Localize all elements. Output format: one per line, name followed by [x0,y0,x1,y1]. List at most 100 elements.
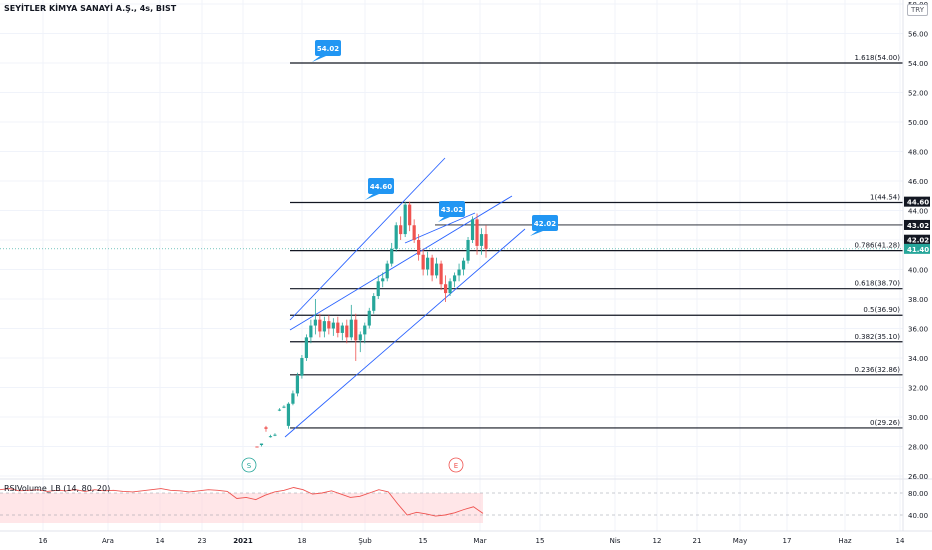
time-tick-label: May [733,537,747,545]
price-tick-label: 50.00 [908,119,928,127]
fib-level-label: 1(44.54) [870,194,900,202]
price-tick-label: 40.00 [908,267,928,275]
candle-body [264,427,268,429]
price-axis[interactable]: 26.00 28.00 30.00 32.00 34.00 36.00 38.00 40.00… [902,0,930,531]
candle-body [426,257,430,270]
candle-body [259,443,264,446]
time-tick-label: 15 [536,537,545,545]
candle-body [340,325,344,333]
callout-label: 43.02 [441,206,463,214]
candle-body [300,358,304,376]
price-tick-label: 54.00 [908,60,928,68]
time-tick-label: 23 [198,537,207,545]
price-label-box [904,196,930,207]
candle-body [479,234,484,246]
candle-body [255,446,259,448]
price-label-box [904,243,930,254]
callout-pointer [365,194,379,200]
time-tick-label: 18 [298,537,307,545]
currency-badge[interactable]: TRY [907,4,928,16]
candle-body [372,296,376,311]
time-tick-label: Ara [102,537,114,545]
candle-body [304,337,308,358]
price-label-text: 41.40 [907,246,929,254]
event-marker-circle [241,457,257,473]
time-tick-label: Haz [838,537,852,545]
candlestick-series [255,201,488,448]
time-tick-label: 12 [653,537,662,545]
price-label-box [904,234,930,245]
candle-body [336,322,340,333]
candle-body [470,219,475,240]
candle-body [286,403,291,426]
candle-body [403,204,407,235]
fib-level-label: 1.618(54.00) [854,54,900,62]
candle-body [412,225,416,240]
time-tick-label: 15 [419,537,428,545]
time-tick-label: 14 [896,537,905,545]
candle-body [277,409,282,411]
price-tick-label: 32.00 [908,385,928,393]
price-callouts[interactable]: 54.02 44.60 43.02 42.02 [312,40,558,236]
callout-box [439,201,465,217]
price-label-text: 44.60 [907,199,929,207]
candle-body [354,319,358,341]
candle-body [484,234,488,249]
time-tick-label: 21 [693,537,702,545]
price-label-box [904,219,930,230]
callout-box [532,215,558,231]
fib-level-label: 0.236(32.86) [854,366,900,374]
candle-body [358,334,362,341]
rsi-volume-pane [0,478,932,523]
time-tick-label: 16 [39,537,48,545]
candle-body [331,322,335,329]
price-tick-label: 26.00 [908,473,928,481]
candle-body [268,436,273,438]
candle-body [273,434,277,436]
candle-body [421,254,425,270]
candle-body [466,240,470,261]
candle-body [443,284,448,294]
price-tick-label: 36.00 [908,326,928,334]
price-tick-label: 30.00 [908,414,928,422]
candle-body [399,225,403,235]
price-tick-label: 52.00 [908,90,928,98]
time-tick-label: 2021 [233,537,253,545]
callout-label: 54.02 [317,45,339,53]
fib-level-label: 0.618(38.70) [854,280,900,288]
fib-level-label: 0.5(36.90) [863,306,900,314]
candle-body [452,275,457,282]
candle-body [439,263,443,285]
price-label-text: 43.02 [907,222,929,230]
callout-pointer [312,56,326,62]
time-tick-label: Mar [473,537,486,545]
candle-body [385,263,389,279]
candle-body [448,281,452,294]
fibonacci-levels: 1.618(54.00) 1(44.54) 0.786(41.28) 0.618(38… [290,54,903,429]
indicator-tick-label: 80.00 [908,490,928,498]
callout-pointer [530,231,543,236]
candle-body [394,225,398,249]
candle-body [417,240,421,255]
channel-line [284,228,526,438]
time-axis[interactable]: 16 Ara 14 23 2021 18 Şub 15 Mar 15 Nis 12 21 May 17 Haz… [0,530,932,545]
time-tick-label: 17 [783,537,792,545]
price-tick-label: 38.00 [908,296,928,304]
callout-pointer [438,217,450,222]
candle-body [381,278,385,282]
candle-body [408,204,412,226]
channel-line [404,212,476,244]
callout-label: 42.02 [534,220,556,228]
candle-body [291,393,295,404]
candle-body [457,269,461,276]
candle-body [367,310,371,326]
indicator-title: RSIVolume_LB (14, 80, 20) [4,484,111,493]
price-tick-label: 28.00 [908,444,928,452]
candle-body [282,406,286,408]
price-tick-label: 56.00 [908,31,928,39]
time-tick-label: Şub [358,537,372,545]
event-marker-label: E [454,462,458,470]
symbol-title: SEYİTLER KİMYA SANAYİ A.Ş., 4s, BIST [4,4,177,13]
